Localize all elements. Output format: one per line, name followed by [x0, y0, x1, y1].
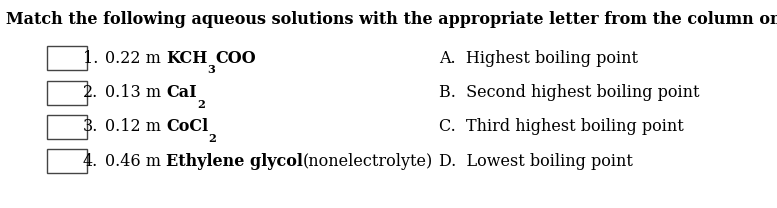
Text: A.  Highest boiling point: A. Highest boiling point	[439, 50, 638, 67]
Text: 2: 2	[208, 133, 216, 144]
Text: D.  Lowest boiling point: D. Lowest boiling point	[439, 153, 633, 170]
Text: CaI: CaI	[166, 84, 197, 101]
Text: 3.: 3.	[82, 118, 98, 135]
Text: COO: COO	[215, 50, 256, 67]
Text: CoCl: CoCl	[166, 118, 208, 135]
Text: 3: 3	[207, 64, 215, 75]
Text: KCH: KCH	[166, 50, 207, 67]
Text: 4.: 4.	[82, 153, 98, 170]
Text: 1.: 1.	[82, 50, 98, 67]
Text: (nonelectrolyte): (nonelectrolyte)	[303, 153, 433, 170]
Text: 0.46 m: 0.46 m	[105, 153, 166, 170]
Text: 2.: 2.	[82, 84, 98, 101]
Text: Ethylene glycol: Ethylene glycol	[166, 153, 303, 170]
Text: Match the following aqueous solutions with the appropriate letter from the colum: Match the following aqueous solutions wi…	[6, 11, 777, 28]
Text: C.  Third highest boiling point: C. Third highest boiling point	[439, 118, 684, 135]
Text: 2: 2	[197, 99, 204, 109]
Text: 0.13 m: 0.13 m	[105, 84, 166, 101]
Text: 0.22 m: 0.22 m	[105, 50, 166, 67]
Text: 0.12 m: 0.12 m	[105, 118, 166, 135]
Text: B.  Second highest boiling point: B. Second highest boiling point	[439, 84, 699, 101]
